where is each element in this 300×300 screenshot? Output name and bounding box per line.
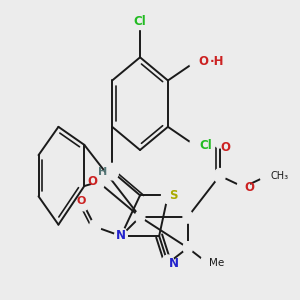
Text: CH₃: CH₃ (271, 171, 289, 181)
Circle shape (115, 228, 127, 244)
Text: O: O (198, 55, 208, 68)
Text: ·H: ·H (209, 55, 224, 68)
Circle shape (189, 138, 202, 154)
Text: S: S (169, 189, 178, 202)
Circle shape (201, 254, 215, 272)
Text: Me: Me (209, 258, 225, 268)
Circle shape (183, 211, 193, 223)
Text: O: O (87, 176, 98, 188)
Circle shape (161, 187, 174, 203)
Text: Cl: Cl (134, 15, 146, 28)
Circle shape (161, 255, 174, 272)
Circle shape (260, 167, 274, 185)
Text: N: N (169, 257, 179, 270)
Text: Cl: Cl (199, 140, 212, 152)
Circle shape (106, 164, 118, 180)
Circle shape (77, 196, 89, 211)
Circle shape (135, 211, 145, 223)
Text: N: N (116, 230, 126, 242)
Circle shape (183, 242, 193, 254)
Circle shape (92, 174, 105, 190)
Text: O: O (221, 141, 231, 154)
Circle shape (189, 53, 202, 70)
Text: O: O (244, 181, 254, 194)
Circle shape (237, 179, 250, 195)
Text: H: H (98, 167, 107, 177)
Circle shape (134, 13, 146, 29)
Circle shape (214, 169, 225, 183)
Text: O: O (77, 196, 86, 206)
Circle shape (89, 220, 100, 234)
Circle shape (213, 131, 226, 148)
